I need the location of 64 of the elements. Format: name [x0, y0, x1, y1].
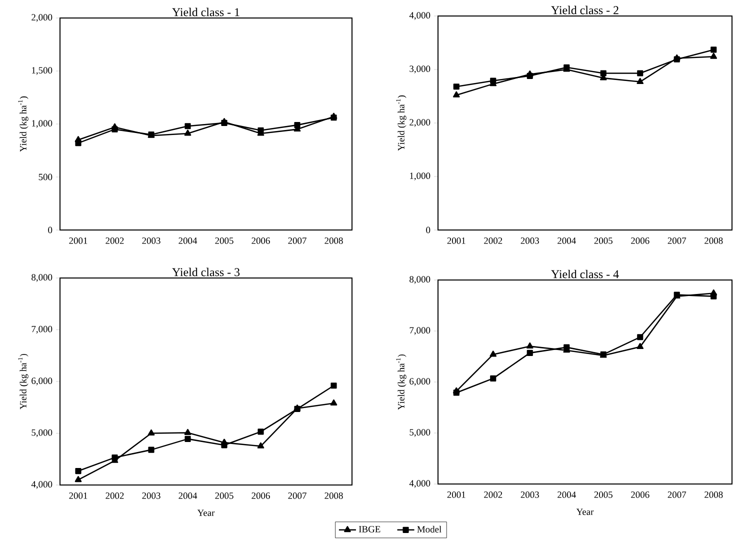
y-tick-label: 4,000 — [31, 481, 52, 489]
x-tick-label: 2004 — [178, 238, 198, 244]
x-tick-label: 2005 — [594, 492, 612, 498]
x-tick-label: 2002 — [106, 492, 124, 499]
x-tick-label: 2003 — [520, 492, 539, 498]
x-tick-label: 2002 — [106, 238, 124, 244]
chart-title: Yield class - 3 — [172, 268, 240, 276]
x-tick-label: 2001 — [69, 492, 88, 499]
x-tick-label: 2007 — [288, 492, 306, 499]
y-tick-label: 2,000 — [32, 14, 52, 22]
y-tick-label: 500 — [38, 174, 52, 180]
legend-label: Model — [417, 526, 442, 533]
y-axis-title: Yield (kg ha$^{-1}$) — [396, 354, 406, 410]
legend-label: IBGE — [358, 526, 380, 532]
y-tick-label: 6,000 — [32, 378, 52, 386]
y-tick-label: 1,500 — [32, 67, 52, 75]
y-tick-label: 2,000 — [410, 119, 430, 127]
x-tick-label: 2005 — [215, 238, 234, 244]
x-tick-label: 2003 — [142, 492, 160, 499]
y-tick-label: 4,000 — [409, 480, 430, 488]
x-tick-label: 2001 — [447, 238, 466, 244]
x-tick-label: 2001 — [69, 238, 88, 244]
x-tick-label: 2004 — [558, 492, 576, 498]
x-axis-title: Year — [197, 510, 215, 516]
y-tick-label: 7,000 — [32, 326, 52, 334]
y-tick-label: 0 — [426, 226, 430, 234]
x-axis-title: Year — [576, 508, 594, 516]
x-tick-label: 2005 — [594, 238, 612, 244]
x-tick-label: 2003 — [520, 238, 539, 244]
y-tick-label: 3,000 — [410, 66, 430, 74]
x-tick-label: 2007 — [668, 238, 686, 244]
y-axis-title: Yield (kg ha$^{-1}$) — [18, 354, 28, 410]
x-tick-label: 2004 — [558, 238, 576, 244]
y-tick-label: 1,000 — [32, 120, 52, 128]
x-tick-label: 2006 — [631, 492, 650, 498]
y-tick-label: 8,000 — [410, 276, 430, 284]
y-tick-label: 4,000 — [409, 12, 430, 20]
x-tick-label: 2002 — [484, 492, 502, 498]
x-tick-label: 2004 — [178, 492, 198, 499]
x-tick-label: 2001 — [447, 492, 466, 498]
x-tick-label: 2008 — [324, 238, 343, 244]
y-axis-title: Yield (kg ha$^{-1}$) — [396, 95, 406, 151]
x-tick-label: 2003 — [142, 238, 160, 244]
x-tick-label: 2007 — [668, 492, 686, 498]
x-tick-label: 2008 — [324, 492, 343, 499]
x-tick-label: 2007 — [288, 238, 306, 244]
y-tick-label: 5,000 — [32, 429, 52, 438]
chart-title: Yield class - 1 — [172, 8, 240, 16]
y-tick-label: 6,000 — [410, 378, 430, 386]
x-tick-label: 2006 — [252, 238, 270, 244]
y-tick-label: 5,000 — [410, 429, 430, 437]
x-tick-label: 2005 — [215, 492, 234, 499]
x-tick-label: 2006 — [252, 492, 270, 499]
y-tick-label: 1,000 — [410, 172, 430, 180]
x-tick-label: 2008 — [704, 492, 723, 498]
x-tick-label: 2002 — [484, 238, 502, 244]
y-axis-title: Yield (kg ha$^{-1}$) — [18, 96, 28, 152]
y-tick-label: 7,000 — [410, 327, 430, 335]
y-tick-label: 0 — [48, 226, 52, 234]
x-tick-label: 2008 — [704, 238, 723, 244]
x-tick-label: 2006 — [631, 238, 650, 244]
y-tick-label: 8,000 — [32, 274, 52, 282]
chart-title: Yield class - 4 — [551, 270, 619, 278]
chart-title: Yield class - 2 — [551, 6, 618, 14]
